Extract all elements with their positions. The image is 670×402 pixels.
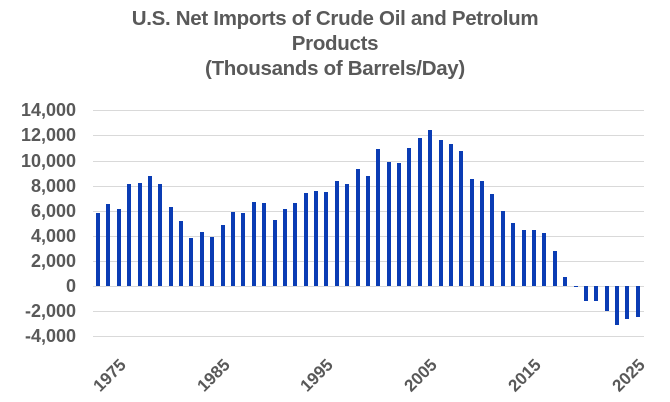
y-axis-tick-label: 8,000 (30, 176, 76, 196)
bar-1991 (282, 209, 287, 286)
x-axis-tick-label: 1975 (89, 355, 130, 396)
bar-2016 (542, 233, 547, 286)
bar-1990 (272, 219, 277, 286)
bar-1988 (251, 201, 256, 286)
gridline (93, 135, 644, 136)
bar-2010 (480, 180, 485, 286)
bar-1999 (365, 175, 370, 286)
bar-1984 (210, 237, 215, 286)
chart-subtitle: (Thousands of Barrels/Day) (205, 57, 465, 80)
bar-1981 (179, 220, 183, 286)
x-axis-tick-label: 2025 (608, 355, 649, 396)
y-axis-tick-label: 14,000 (20, 100, 76, 120)
gridline (93, 286, 644, 287)
bar-2011 (490, 194, 495, 286)
gridline (93, 110, 644, 111)
bar-2006 (438, 140, 443, 286)
bar-1993 (303, 193, 308, 286)
bar-2001 (386, 161, 391, 286)
chart-title-block: U.S. Net Imports of Crude Oil and Petrol… (0, 6, 670, 81)
bar-2007 (448, 144, 453, 286)
bar-1997 (345, 184, 350, 286)
y-axis-tick-label: 10,000 (20, 151, 76, 171)
bar-1994 (314, 190, 318, 286)
y-axis-tick-label: -4,000 (24, 326, 76, 346)
bar-2002 (397, 163, 401, 286)
bar-2004 (417, 137, 422, 286)
bar-1976 (127, 184, 132, 286)
bar-1983 (199, 232, 204, 286)
bar-1998 (355, 169, 360, 286)
gridline (93, 161, 644, 162)
y-axis-tick-label: 0 (65, 276, 76, 296)
y-axis-tick-label: -2,000 (24, 301, 76, 321)
bar-1977 (137, 183, 142, 286)
x-axis-tick-label: 2015 (504, 355, 545, 396)
bar-1982 (189, 238, 194, 286)
bar-1995 (324, 191, 329, 286)
bar-2021 (594, 286, 599, 302)
bar-1978 (147, 175, 152, 286)
y-axis-tick-label: 4,000 (30, 226, 76, 246)
gridline (93, 311, 644, 312)
x-axis-tick-label: 1985 (193, 355, 234, 396)
bar-2022 (604, 286, 609, 312)
bar-1989 (262, 203, 267, 286)
bar-1980 (168, 206, 173, 286)
bar-2008 (459, 150, 464, 286)
bar-1979 (158, 184, 163, 286)
bar-2023 (615, 286, 619, 325)
y-axis-tick-label: 12,000 (20, 125, 76, 145)
bar-2017 (552, 250, 557, 286)
bar-1973 (96, 213, 100, 286)
bar-2000 (376, 149, 381, 286)
bar-1992 (293, 203, 298, 286)
y-axis-tick-label: 2,000 (30, 251, 76, 271)
bar-2013 (511, 223, 516, 287)
gridline (93, 336, 644, 337)
bar-1987 (241, 213, 246, 286)
bar-2018 (563, 277, 568, 286)
chart-title-line1: U.S. Net Imports of Crude Oil and Petrol… (131, 7, 539, 30)
bar-1996 (334, 180, 339, 286)
x-axis-tick-label: 2005 (400, 355, 441, 396)
chart-title-line2: Products (291, 32, 379, 55)
x-axis-tick-label: 1995 (296, 355, 338, 396)
bar-2015 (532, 229, 536, 286)
bar-1975 (116, 209, 121, 286)
bar-1974 (106, 204, 111, 286)
bar-1986 (230, 212, 235, 286)
bar-2025 (635, 286, 640, 318)
bar-2005 (428, 130, 433, 286)
bar-2012 (500, 210, 505, 286)
bar-2024 (625, 286, 630, 320)
y-axis-tick-label: 6,000 (30, 201, 76, 221)
bar-2020 (583, 286, 588, 302)
bar-2003 (407, 147, 412, 286)
bar-2014 (521, 229, 526, 286)
bar-2019 (573, 286, 578, 288)
bar-1985 (220, 224, 225, 286)
bar-2009 (469, 179, 474, 286)
